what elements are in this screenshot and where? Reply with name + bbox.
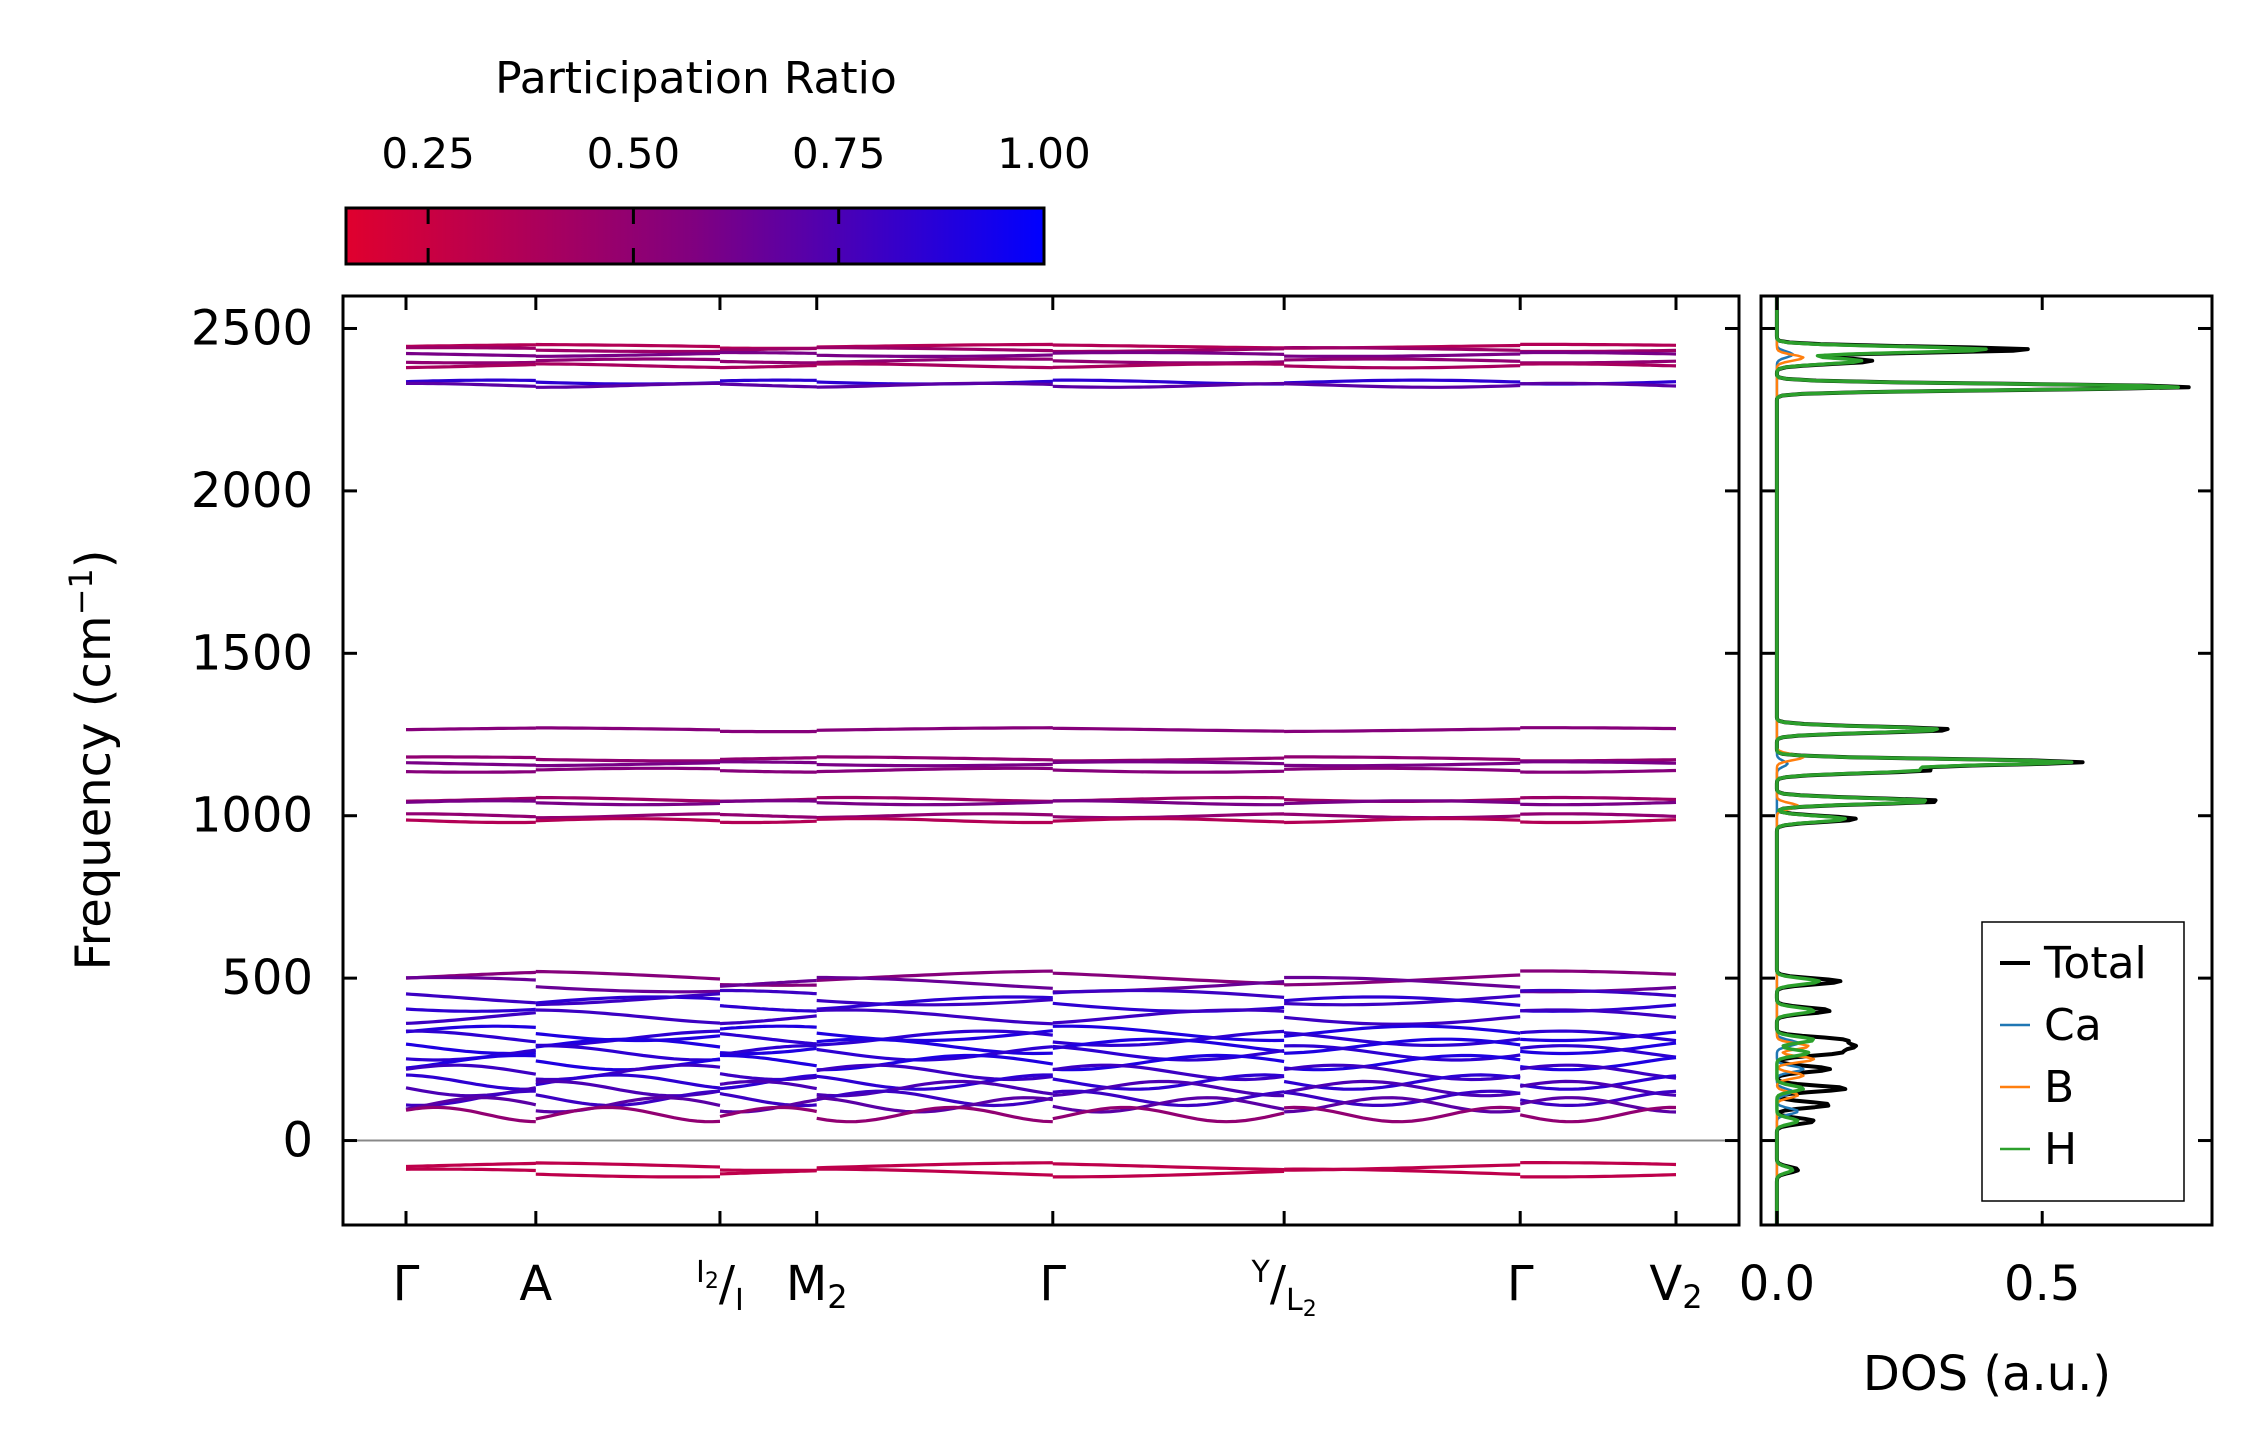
band-line [406,812,1677,820]
dos-x-ticks: 0.0 0.5 [1739,296,2080,1312]
legend-label-ca: Ca [2044,1000,2102,1051]
y-tick-label: 1500 [191,625,313,681]
band-line [406,975,1677,994]
x-tick-label: V2 [1649,1256,1702,1316]
colorbar-tick-label: 1.00 [997,129,1091,178]
band-line [405,357,1677,365]
colorbar-tick-label: 0.25 [381,129,475,178]
band-line [405,766,1677,774]
band-line [405,988,1677,1007]
legend-label-h: H [2044,1124,2077,1175]
band-axes-frame [341,294,1741,1227]
band-line [405,362,1677,370]
band-line [405,760,1677,768]
y-tick-label: 0 [282,1113,313,1169]
dos-line-h [1775,296,2180,1225]
band-line [406,755,1677,763]
x-tick-label: Γ [393,1256,420,1312]
band-line [405,1008,1677,1026]
y-tick-label: 2000 [191,463,313,519]
y-tick-label: 2500 [191,300,313,356]
colorbar-tick-label: 0.50 [587,129,681,178]
band-line [405,1167,1677,1179]
colorbar: Participation Ratio 0.25 0.50 0.75 1.00 [344,53,1091,266]
x-tick-label: A [519,1256,552,1312]
phonon-bands [405,342,1677,1179]
y-tick-label: 500 [221,950,313,1006]
x-tick-label: Y/L2 [1251,1255,1317,1322]
band-line [405,1053,1677,1072]
colorbar-gradient [344,206,1046,266]
band-line [406,346,1677,354]
x-tick-label: Γ [1039,1256,1066,1312]
x-tick-label: I2/I [696,1255,744,1318]
band-y-axis-label: Frequency (cm−1) [62,549,122,970]
band-line [405,1161,1677,1172]
x-tick-label: M2 [786,1256,848,1316]
band-line [405,1079,1677,1098]
band-line [405,1063,1677,1082]
band-line [405,969,1677,987]
colorbar-tick-label: 0.75 [792,129,886,178]
band-line [406,726,1677,734]
dos-panel: 0.0 0.5 DOS (a.u.) Total Ca BH [1739,294,2214,1402]
colorbar-ticks: 0.25 0.50 0.75 1.00 [381,129,1091,264]
dos-x-tick-label: 0.0 [1739,1256,1815,1312]
band-line [405,350,1677,358]
dos-y-ticks [1761,326,2212,1143]
dos-axes-frame [1759,294,2214,1227]
band-line [406,381,1677,389]
legend-label-b: B [2044,1062,2074,1113]
y-tick-label: 1000 [191,788,313,844]
band-line [405,1037,1677,1056]
band-structure-panel: 0 500 1000 1500 2000 2500 Γ A I2/I M2 Γ Y/L2 Γ V2 Fr… [62,294,1741,1322]
dos-x-axis-label: DOS (a.u.) [1863,1346,2111,1402]
band-line [405,995,1677,1013]
band-line [406,342,1677,350]
band-line [405,816,1677,825]
band-line [405,799,1677,807]
dos-curves [1774,296,2191,1225]
dos-legend: Total Ca BH [1981,921,2185,1202]
band-line [405,1105,1677,1124]
band-x-ticks: Γ A I2/I M2 Γ Y/L2 Γ V2 [393,296,1703,1322]
dos-x-tick-label: 0.5 [2004,1256,2080,1312]
x-tick-label: Γ [1507,1256,1534,1312]
legend-frame [1981,921,2185,1202]
legend-label-total: Total [2043,938,2147,989]
colorbar-label: Participation Ratio [495,53,897,104]
band-y-ticks: 0 500 1000 1500 2000 2500 [191,300,1739,1169]
